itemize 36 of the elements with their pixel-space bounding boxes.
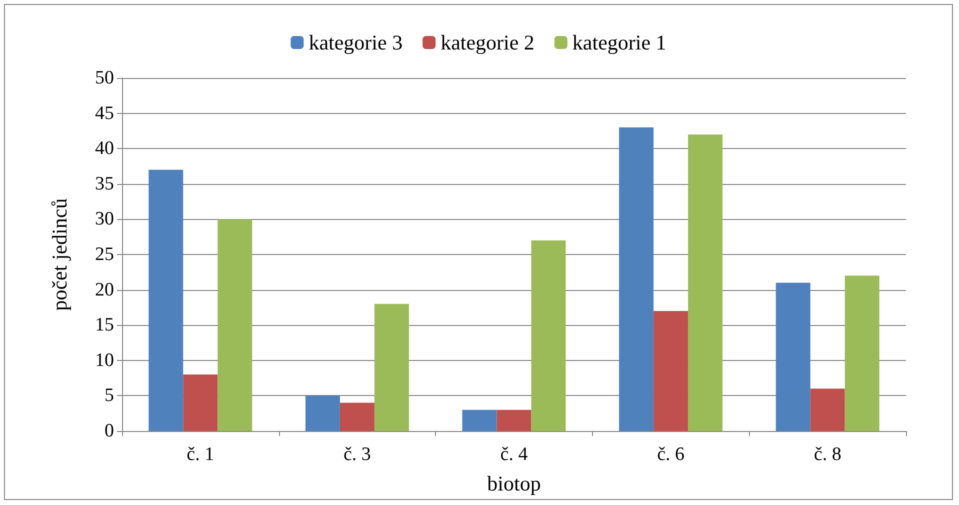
y-tick-label: 5 bbox=[104, 385, 114, 406]
bar bbox=[305, 396, 340, 431]
bar bbox=[619, 127, 654, 431]
y-tick-label: 0 bbox=[104, 420, 114, 442]
x-tick-label: č. 4 bbox=[500, 444, 528, 465]
y-tick-label: 10 bbox=[95, 350, 114, 371]
x-tick-label: č. 3 bbox=[343, 444, 371, 465]
bar bbox=[688, 134, 723, 431]
legend-label: kategorie 3 bbox=[308, 30, 403, 54]
y-tick-label: 50 bbox=[95, 68, 114, 88]
bar bbox=[218, 219, 252, 431]
x-tick-label: č. 8 bbox=[814, 444, 842, 465]
y-axis-title: počet jedinců bbox=[48, 198, 72, 311]
legend-label: kategorie 2 bbox=[440, 30, 534, 54]
bar bbox=[844, 276, 880, 431]
y-tick-label: 40 bbox=[95, 138, 114, 160]
bar bbox=[531, 240, 566, 431]
bar bbox=[654, 310, 688, 431]
bar bbox=[776, 282, 810, 431]
bar bbox=[462, 410, 497, 431]
y-tick-label: 20 bbox=[95, 279, 114, 300]
y-tick-label: 15 bbox=[95, 314, 114, 336]
legend-label: kategorie 1 bbox=[572, 30, 666, 54]
bar bbox=[810, 388, 845, 431]
x-tick-label: č. 1 bbox=[186, 444, 214, 465]
x-tick-label: č. 6 bbox=[657, 444, 685, 465]
bar bbox=[148, 170, 184, 431]
bar bbox=[496, 410, 532, 431]
bar bbox=[340, 402, 374, 431]
y-tick-label: 45 bbox=[95, 102, 114, 124]
y-tick-label: 30 bbox=[95, 208, 114, 230]
bar bbox=[183, 374, 218, 431]
y-tick-label: 25 bbox=[95, 244, 114, 265]
y-tick-label: 35 bbox=[95, 173, 114, 194]
x-axis-title: biotop bbox=[487, 472, 541, 496]
bar bbox=[374, 304, 409, 431]
